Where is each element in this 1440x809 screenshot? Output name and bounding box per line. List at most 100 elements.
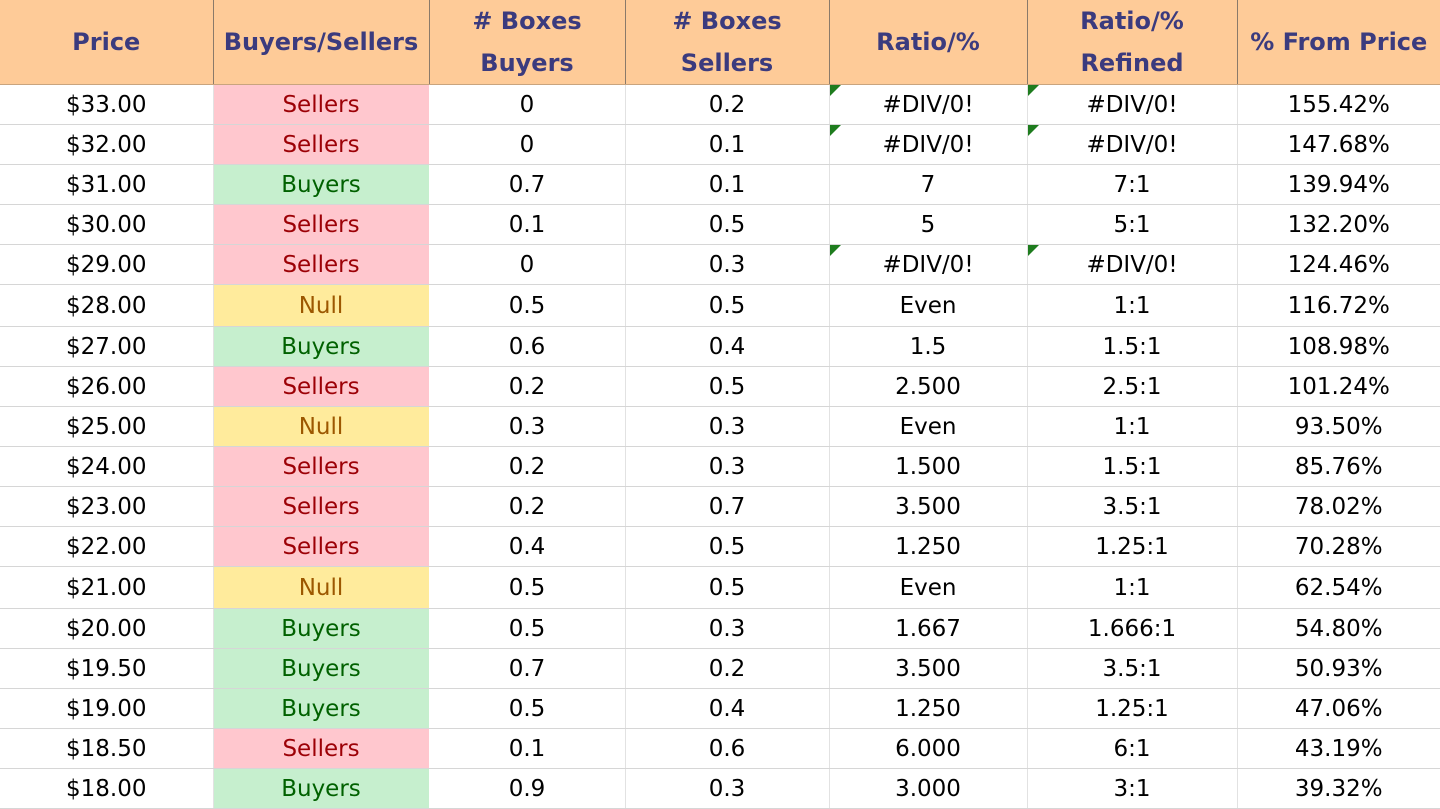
from-price-cell[interactable]: 101.24% bbox=[1237, 366, 1440, 407]
boxes-buyers-cell[interactable]: 0.1 bbox=[429, 728, 626, 769]
boxes-buyers-cell[interactable]: 0.5 bbox=[429, 566, 626, 609]
from-price-cell[interactable]: 39.32% bbox=[1237, 768, 1440, 809]
boxes-buyers-cell[interactable]: 0 bbox=[429, 124, 626, 165]
price-cell[interactable]: $22.00 bbox=[0, 526, 214, 567]
from-price-cell[interactable]: 132.20% bbox=[1237, 204, 1440, 245]
from-price-cell[interactable]: 54.80% bbox=[1237, 608, 1440, 649]
buyers-sellers-cell[interactable]: Sellers bbox=[213, 84, 430, 125]
boxes-sellers-cell[interactable]: 0.5 bbox=[625, 566, 830, 609]
boxes-buyers-cell[interactable]: 0.5 bbox=[429, 608, 626, 649]
boxes-sellers-cell[interactable]: 0.2 bbox=[625, 648, 830, 689]
buyers-sellers-cell[interactable]: Sellers bbox=[213, 728, 430, 769]
error-indicator-icon[interactable] bbox=[829, 85, 841, 96]
boxes-sellers-cell[interactable]: 0.1 bbox=[625, 124, 830, 165]
from-price-cell[interactable]: 108.98% bbox=[1237, 326, 1440, 367]
ratio-cell[interactable]: 7 bbox=[829, 164, 1028, 205]
ratio-refined-cell[interactable]: 3:1 bbox=[1027, 768, 1238, 809]
ratio-cell[interactable]: #DIV/0! bbox=[829, 244, 1028, 285]
boxes-sellers-cell[interactable]: 0.5 bbox=[625, 204, 830, 245]
buyers-sellers-cell[interactable]: Buyers bbox=[213, 608, 430, 649]
ratio-refined-cell[interactable]: 1:1 bbox=[1027, 284, 1238, 327]
ratio-cell[interactable]: 2.500 bbox=[829, 366, 1028, 407]
ratio-refined-cell[interactable]: #DIV/0! bbox=[1027, 124, 1238, 165]
boxes-buyers-cell[interactable]: 0.7 bbox=[429, 648, 626, 689]
buyers-sellers-cell[interactable]: Buyers bbox=[213, 768, 430, 809]
boxes-sellers-cell[interactable]: 0.1 bbox=[625, 164, 830, 205]
price-cell[interactable]: $31.00 bbox=[0, 164, 214, 205]
boxes-buyers-cell[interactable]: 0.2 bbox=[429, 366, 626, 407]
buyers-sellers-cell[interactable]: Buyers bbox=[213, 164, 430, 205]
boxes-sellers-cell[interactable]: 0.3 bbox=[625, 446, 830, 487]
ratio-refined-cell[interactable]: 1.25:1 bbox=[1027, 526, 1238, 567]
price-cell[interactable]: $20.00 bbox=[0, 608, 214, 649]
ratio-cell[interactable]: 1.667 bbox=[829, 608, 1028, 649]
boxes-buyers-cell[interactable]: 0.9 bbox=[429, 768, 626, 809]
boxes-buyers-cell[interactable]: 0.5 bbox=[429, 284, 626, 327]
buyers-sellers-cell[interactable]: Null bbox=[213, 406, 430, 447]
buyers-sellers-cell[interactable]: Sellers bbox=[213, 204, 430, 245]
price-cell[interactable]: $30.00 bbox=[0, 204, 214, 245]
price-cell[interactable]: $33.00 bbox=[0, 84, 214, 125]
ratio-refined-cell[interactable]: #DIV/0! bbox=[1027, 244, 1238, 285]
ratio-cell[interactable]: 5 bbox=[829, 204, 1028, 245]
boxes-sellers-cell[interactable]: 0.3 bbox=[625, 406, 830, 447]
boxes-buyers-cell[interactable]: 0 bbox=[429, 84, 626, 125]
boxes-sellers-cell[interactable]: 0.4 bbox=[625, 688, 830, 729]
price-cell[interactable]: $27.00 bbox=[0, 326, 214, 367]
error-indicator-icon[interactable] bbox=[1027, 245, 1039, 256]
header-boxes-sellers[interactable]: # Boxes Sellers bbox=[625, 0, 830, 85]
price-cell[interactable]: $28.00 bbox=[0, 284, 214, 327]
ratio-refined-cell[interactable]: #DIV/0! bbox=[1027, 84, 1238, 125]
ratio-refined-cell[interactable]: 7:1 bbox=[1027, 164, 1238, 205]
error-indicator-icon[interactable] bbox=[829, 125, 841, 136]
from-price-cell[interactable]: 43.19% bbox=[1237, 728, 1440, 769]
boxes-sellers-cell[interactable]: 0.6 bbox=[625, 728, 830, 769]
buyers-sellers-cell[interactable]: Null bbox=[213, 284, 430, 327]
ratio-cell[interactable]: 3.500 bbox=[829, 486, 1028, 527]
header-from-price[interactable]: % From Price bbox=[1237, 0, 1440, 85]
boxes-buyers-cell[interactable]: 0.1 bbox=[429, 204, 626, 245]
ratio-cell[interactable]: Even bbox=[829, 406, 1028, 447]
ratio-refined-cell[interactable]: 1.5:1 bbox=[1027, 446, 1238, 487]
header-buyers-sellers[interactable]: Buyers/Sellers bbox=[213, 0, 430, 85]
boxes-sellers-cell[interactable]: 0.2 bbox=[625, 84, 830, 125]
error-indicator-icon[interactable] bbox=[829, 245, 841, 256]
ratio-cell[interactable]: Even bbox=[829, 566, 1028, 609]
buyers-sellers-cell[interactable]: Null bbox=[213, 566, 430, 609]
boxes-sellers-cell[interactable]: 0.7 bbox=[625, 486, 830, 527]
buyers-sellers-cell[interactable]: Sellers bbox=[213, 486, 430, 527]
header-ratio-refined[interactable]: Ratio/% Refined bbox=[1027, 0, 1238, 85]
ratio-cell[interactable]: 1.5 bbox=[829, 326, 1028, 367]
error-indicator-icon[interactable] bbox=[1027, 85, 1039, 96]
header-price[interactable]: Price bbox=[0, 0, 214, 85]
boxes-sellers-cell[interactable]: 0.3 bbox=[625, 768, 830, 809]
from-price-cell[interactable]: 62.54% bbox=[1237, 566, 1440, 609]
header-boxes-buyers[interactable]: # Boxes Buyers bbox=[429, 0, 626, 85]
boxes-sellers-cell[interactable]: 0.3 bbox=[625, 244, 830, 285]
ratio-refined-cell[interactable]: 1:1 bbox=[1027, 566, 1238, 609]
price-cell[interactable]: $24.00 bbox=[0, 446, 214, 487]
price-cell[interactable]: $19.50 bbox=[0, 648, 214, 689]
ratio-cell[interactable]: 1.250 bbox=[829, 526, 1028, 567]
ratio-cell[interactable]: 3.000 bbox=[829, 768, 1028, 809]
from-price-cell[interactable]: 147.68% bbox=[1237, 124, 1440, 165]
error-indicator-icon[interactable] bbox=[1027, 125, 1039, 136]
buyers-sellers-cell[interactable]: Sellers bbox=[213, 244, 430, 285]
price-cell[interactable]: $23.00 bbox=[0, 486, 214, 527]
from-price-cell[interactable]: 78.02% bbox=[1237, 486, 1440, 527]
price-cell[interactable]: $18.00 bbox=[0, 768, 214, 809]
boxes-buyers-cell[interactable]: 0.6 bbox=[429, 326, 626, 367]
ratio-cell[interactable]: 3.500 bbox=[829, 648, 1028, 689]
ratio-refined-cell[interactable]: 5:1 bbox=[1027, 204, 1238, 245]
boxes-sellers-cell[interactable]: 0.5 bbox=[625, 366, 830, 407]
ratio-cell[interactable]: #DIV/0! bbox=[829, 84, 1028, 125]
price-cell[interactable]: $18.50 bbox=[0, 728, 214, 769]
boxes-buyers-cell[interactable]: 0.3 bbox=[429, 406, 626, 447]
from-price-cell[interactable]: 50.93% bbox=[1237, 648, 1440, 689]
price-cell[interactable]: $21.00 bbox=[0, 566, 214, 609]
ratio-refined-cell[interactable]: 6:1 bbox=[1027, 728, 1238, 769]
boxes-sellers-cell[interactable]: 0.5 bbox=[625, 284, 830, 327]
ratio-refined-cell[interactable]: 2.5:1 bbox=[1027, 366, 1238, 407]
price-cell[interactable]: $19.00 bbox=[0, 688, 214, 729]
header-ratio[interactable]: Ratio/% bbox=[829, 0, 1028, 85]
